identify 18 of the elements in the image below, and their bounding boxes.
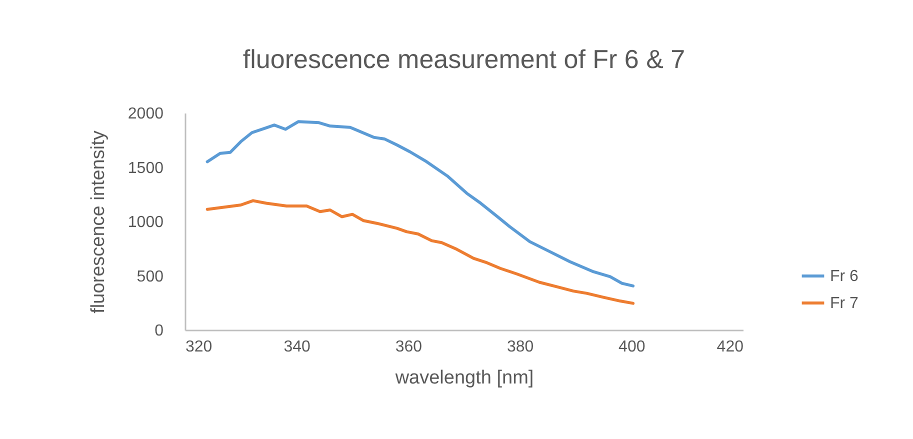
y-tick-label: 1500 bbox=[128, 160, 164, 177]
y-tick-label: 500 bbox=[136, 268, 164, 286]
x-tick-label: 380 bbox=[506, 338, 534, 356]
legend-label: Fr 6 bbox=[830, 268, 859, 285]
x-axis-title: wavelength [nm] bbox=[394, 368, 534, 388]
y-axis-title: fluorescence intensity bbox=[88, 130, 109, 314]
chart-title: fluorescence measurement of Fr 6 & 7 bbox=[242, 44, 686, 74]
x-tick-label: 340 bbox=[284, 338, 311, 356]
x-tick-label: 320 bbox=[186, 338, 212, 356]
line-series bbox=[206, 120, 635, 288]
line-series bbox=[206, 199, 635, 305]
x-tick-label: 360 bbox=[395, 338, 422, 356]
legend-label: Fr 7 bbox=[830, 295, 859, 312]
y-tick-label: 1000 bbox=[128, 214, 164, 231]
x-tick-label: 400 bbox=[618, 338, 646, 356]
y-tick-label: 2000 bbox=[128, 106, 164, 122]
y-tick-label: 0 bbox=[154, 322, 164, 340]
x-tick-label: 420 bbox=[716, 338, 744, 356]
